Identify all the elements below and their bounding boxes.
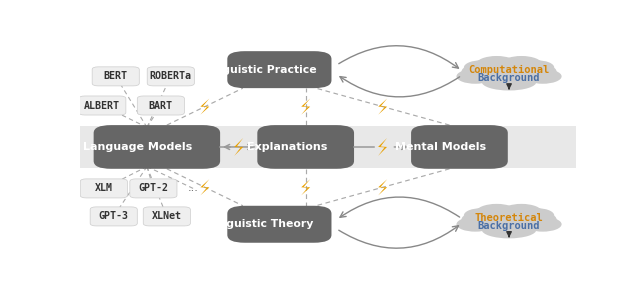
Text: Language Models: Language Models: [83, 142, 193, 152]
Ellipse shape: [476, 204, 518, 221]
Ellipse shape: [461, 210, 509, 229]
Ellipse shape: [456, 217, 494, 232]
FancyBboxPatch shape: [411, 125, 508, 169]
Ellipse shape: [478, 207, 540, 232]
FancyBboxPatch shape: [257, 125, 354, 169]
Ellipse shape: [500, 56, 542, 73]
FancyBboxPatch shape: [138, 96, 184, 115]
FancyBboxPatch shape: [227, 206, 332, 243]
Text: XLM: XLM: [95, 183, 113, 194]
Polygon shape: [378, 99, 387, 115]
Text: Computational: Computational: [468, 65, 550, 75]
FancyBboxPatch shape: [130, 179, 177, 198]
Ellipse shape: [509, 63, 557, 81]
Text: ALBERT: ALBERT: [84, 100, 120, 111]
Text: ROBERTa: ROBERTa: [150, 71, 192, 81]
Ellipse shape: [461, 63, 509, 81]
Ellipse shape: [518, 208, 554, 222]
Text: GPT-3: GPT-3: [99, 212, 129, 221]
Text: Background: Background: [478, 221, 540, 231]
Text: ...: ...: [188, 183, 198, 194]
Text: Background: Background: [478, 73, 540, 83]
Text: BART: BART: [149, 100, 173, 111]
Ellipse shape: [482, 221, 536, 238]
Polygon shape: [200, 99, 209, 115]
Text: Explanations: Explanations: [246, 142, 327, 152]
Ellipse shape: [509, 210, 557, 229]
Ellipse shape: [476, 56, 518, 73]
Ellipse shape: [464, 60, 500, 74]
Bar: [80, 126, 576, 168]
FancyBboxPatch shape: [93, 125, 220, 169]
Text: Mental Models: Mental Models: [395, 142, 486, 152]
FancyBboxPatch shape: [92, 67, 140, 86]
FancyBboxPatch shape: [147, 67, 195, 86]
Ellipse shape: [500, 204, 542, 221]
Text: Theoretical: Theoretical: [475, 213, 543, 223]
Polygon shape: [234, 138, 243, 156]
Text: Linguistic Theory: Linguistic Theory: [208, 219, 313, 229]
FancyBboxPatch shape: [227, 51, 332, 88]
Polygon shape: [200, 179, 209, 195]
Text: GPT-2: GPT-2: [138, 183, 168, 194]
Ellipse shape: [456, 69, 494, 84]
Polygon shape: [378, 179, 387, 195]
Polygon shape: [378, 138, 387, 156]
Ellipse shape: [482, 73, 536, 91]
Text: XLNet: XLNet: [152, 212, 182, 221]
Ellipse shape: [464, 208, 500, 222]
FancyBboxPatch shape: [90, 207, 138, 226]
Ellipse shape: [524, 217, 562, 232]
Ellipse shape: [518, 60, 554, 74]
FancyBboxPatch shape: [79, 96, 126, 115]
Text: BERT: BERT: [104, 71, 128, 81]
FancyBboxPatch shape: [80, 179, 127, 198]
Polygon shape: [301, 179, 310, 195]
Polygon shape: [301, 99, 310, 115]
Text: Linguistic Practice: Linguistic Practice: [204, 65, 317, 75]
Ellipse shape: [524, 69, 562, 84]
FancyBboxPatch shape: [143, 207, 190, 226]
Ellipse shape: [478, 60, 540, 84]
